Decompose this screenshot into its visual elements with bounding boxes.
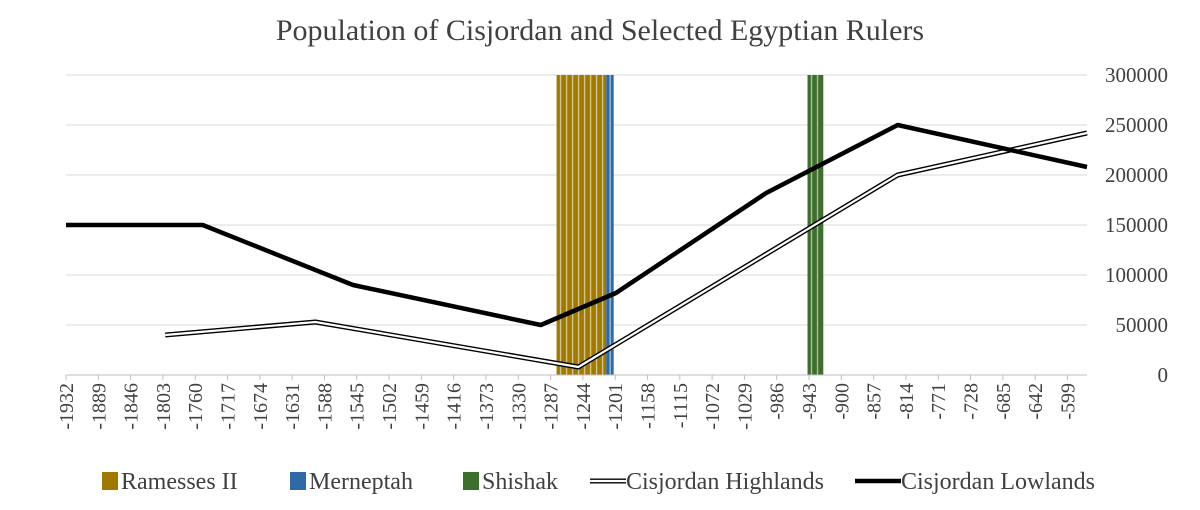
series-cisjordan-highlands [164, 130, 1088, 370]
x-tick-label: -943 [799, 383, 821, 420]
legend-item-shishak: Shishak [463, 469, 558, 495]
y-tick-label: 50000 [1116, 313, 1169, 337]
x-tick-label: -1674 [250, 383, 272, 430]
x-tick-label: -900 [831, 383, 853, 420]
series-line [66, 122, 1088, 328]
x-tick-label: -599 [1057, 383, 1079, 420]
legend: Ramesses II Merneptah Shishak Cisjordan Hig… [102, 469, 1095, 495]
x-tick-label: -1588 [314, 383, 336, 430]
reign-band-ramesses-ii [556, 75, 607, 375]
series-line-inner [165, 131, 1088, 369]
x-tick-label: -1115 [670, 383, 692, 428]
legend-swatch [463, 472, 479, 490]
x-tick-label: -642 [1025, 383, 1047, 420]
x-tick-label: -1373 [476, 383, 498, 430]
x-tick-label: -1287 [541, 383, 563, 430]
series-line-outer [164, 130, 1088, 370]
x-tick-label: -986 [767, 383, 789, 420]
x-tick-label: -814 [896, 383, 918, 420]
reign-bands [556, 75, 824, 375]
x-tick-label: -728 [961, 383, 983, 420]
x-tick-label: -1502 [379, 383, 401, 430]
x-tick-label: -1072 [702, 383, 724, 430]
legend-item-cisjordan-lowlands: Cisjordan Lowlands [855, 469, 1095, 495]
y-tick-label: 150000 [1105, 213, 1168, 237]
y-tick-label: 300000 [1105, 63, 1168, 87]
legend-label: Ramesses II [121, 469, 238, 495]
legend-item-cisjordan-highlands: Cisjordan Highlands [590, 469, 824, 495]
legend-item-merneptah: Merneptah [290, 469, 413, 495]
legend-swatch [102, 472, 118, 490]
legend-item-ramesses-ii: Ramesses II [102, 469, 238, 495]
x-tick-label: -1244 [573, 383, 595, 430]
y-tick-label: 250000 [1105, 113, 1168, 137]
x-tick-label: -1201 [605, 383, 627, 430]
x-tick-label: -685 [993, 383, 1015, 420]
x-tick-label: -1846 [121, 383, 143, 430]
x-tick-label: -1889 [88, 383, 110, 430]
x-tick-label: -1717 [218, 383, 240, 430]
reign-band-merneptah [606, 75, 614, 375]
series-cisjordan-lowlands [66, 122, 1088, 328]
x-tick-label: -857 [864, 383, 886, 420]
x-tick-label: -1029 [734, 383, 756, 430]
x-tick-label: -1158 [637, 383, 659, 429]
legend-label: Cisjordan Highlands [626, 469, 824, 495]
legend-label: Cisjordan Lowlands [901, 469, 1095, 495]
x-axis: -1932 -1889 -1846 -1803 -1760 -1717 -1674 -1631… [56, 374, 1087, 430]
x-tick-label: -1416 [444, 383, 466, 430]
x-tick-label: -1459 [411, 383, 433, 430]
x-tick-label: -771 [928, 383, 950, 420]
legend-swatch [290, 472, 306, 490]
x-tick-label: -1803 [153, 383, 175, 430]
y-axis: 0 50000 100000 150000 200000 250000 300000 [1105, 63, 1168, 387]
legend-label: Merneptah [309, 469, 413, 495]
y-tick-label: 0 [1158, 363, 1169, 387]
chart-title: Population of Cisjordan and Selected Egy… [276, 14, 924, 47]
x-tick-label: -1330 [508, 383, 530, 430]
x-tick-label: -1545 [347, 383, 369, 430]
y-tick-label: 100000 [1105, 263, 1168, 287]
reign-band-fill [556, 75, 607, 375]
legend-label: Shishak [482, 469, 558, 495]
series-layer [66, 122, 1088, 370]
y-tick-label: 200000 [1105, 163, 1168, 187]
x-tick-label: -1760 [185, 383, 207, 430]
x-tick-label: -1631 [282, 383, 304, 430]
x-tick-label: -1932 [56, 383, 78, 430]
